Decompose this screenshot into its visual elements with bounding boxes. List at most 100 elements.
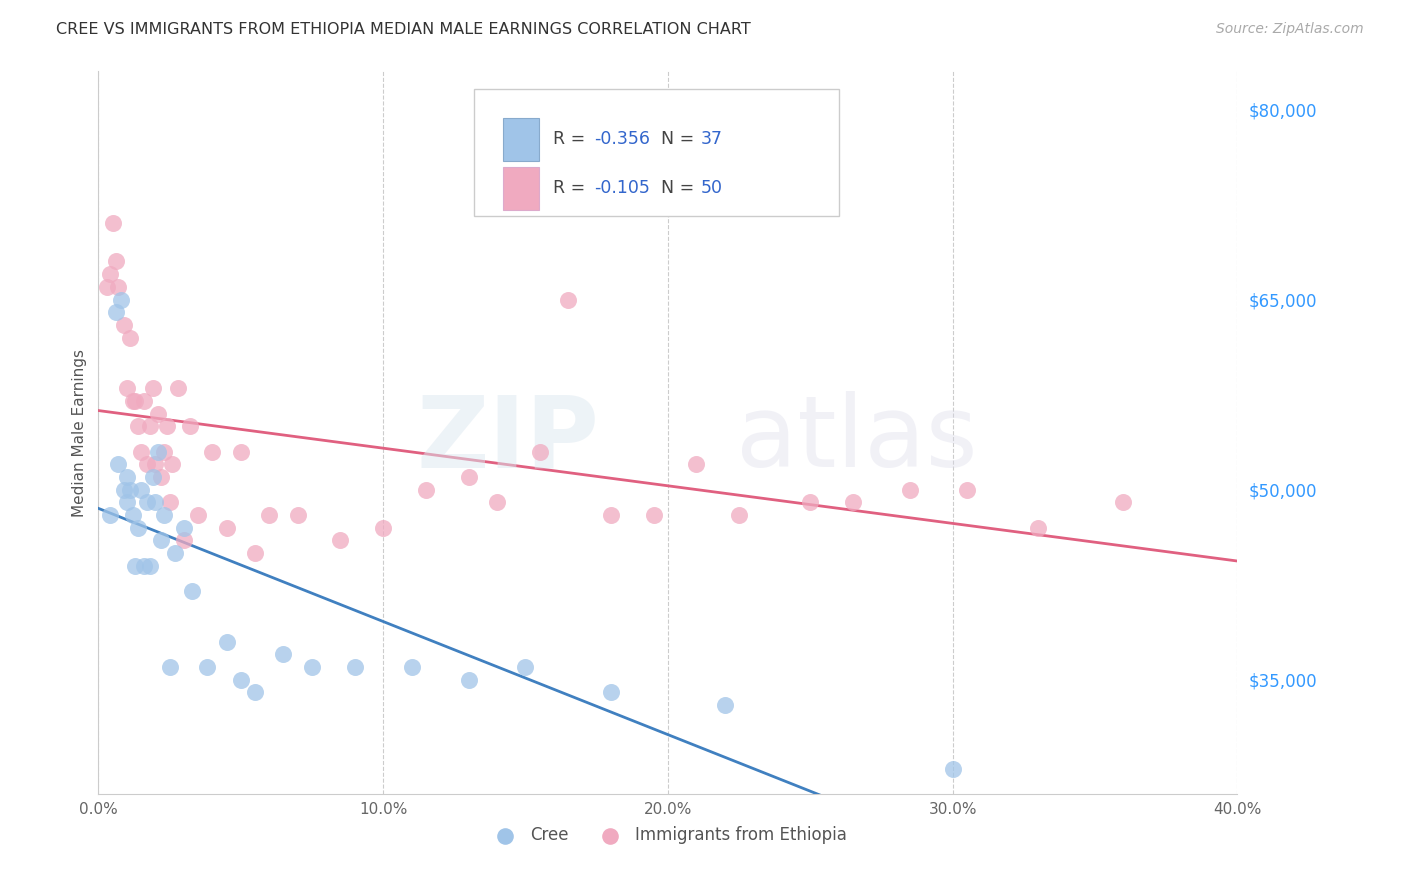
Text: CREE VS IMMIGRANTS FROM ETHIOPIA MEDIAN MALE EARNINGS CORRELATION CHART: CREE VS IMMIGRANTS FROM ETHIOPIA MEDIAN … — [56, 22, 751, 37]
Point — [148, 444, 170, 458]
FancyBboxPatch shape — [474, 89, 839, 216]
Point — [107, 280, 129, 294]
Point — [104, 254, 127, 268]
Point — [515, 660, 537, 674]
Point — [343, 660, 366, 674]
Point — [124, 558, 146, 573]
Text: atlas: atlas — [737, 392, 977, 488]
Point — [138, 558, 160, 573]
Point — [401, 660, 423, 674]
Point — [135, 458, 157, 472]
Point — [150, 533, 173, 548]
Point — [135, 495, 157, 509]
Point — [557, 293, 579, 307]
Point — [195, 660, 218, 674]
Point — [115, 381, 138, 395]
Point — [1112, 495, 1135, 509]
Point — [101, 217, 124, 231]
Text: N =: N = — [661, 179, 700, 197]
Point — [229, 673, 252, 687]
Point — [124, 393, 146, 408]
Text: 37: 37 — [700, 130, 723, 148]
Point — [956, 483, 979, 497]
Point — [153, 444, 176, 458]
Text: R =: R = — [553, 130, 591, 148]
Point — [129, 444, 152, 458]
Point — [118, 483, 141, 497]
Point — [129, 483, 152, 497]
Point — [104, 305, 127, 319]
Point — [127, 521, 149, 535]
Point — [1026, 521, 1049, 535]
Text: R =: R = — [553, 179, 591, 197]
Point — [98, 508, 121, 522]
Text: -0.356: -0.356 — [593, 130, 650, 148]
Point — [215, 634, 238, 648]
Point — [201, 444, 224, 458]
Point — [259, 508, 281, 522]
Point — [150, 470, 173, 484]
Point — [107, 458, 129, 472]
Point — [898, 483, 921, 497]
Point — [112, 483, 135, 497]
Point — [132, 393, 155, 408]
Text: 50: 50 — [700, 179, 723, 197]
Point — [115, 470, 138, 484]
Point — [118, 330, 141, 344]
Point — [371, 521, 394, 535]
FancyBboxPatch shape — [503, 167, 538, 211]
Point — [173, 521, 195, 535]
Point — [415, 483, 437, 497]
Point — [643, 508, 665, 522]
Point — [96, 280, 118, 294]
Legend: Cree, Immigrants from Ethiopia: Cree, Immigrants from Ethiopia — [482, 819, 853, 851]
Point — [215, 521, 238, 535]
Point — [799, 495, 821, 509]
Text: Source: ZipAtlas.com: Source: ZipAtlas.com — [1216, 22, 1364, 37]
Point — [179, 419, 201, 434]
Point — [181, 584, 204, 599]
Point — [714, 698, 737, 713]
Point — [685, 458, 707, 472]
Point — [842, 495, 865, 509]
Point — [273, 648, 295, 662]
Y-axis label: Median Male Earnings: Median Male Earnings — [72, 349, 87, 516]
Point — [301, 660, 323, 674]
Point — [529, 444, 551, 458]
Point — [187, 508, 209, 522]
Point — [457, 673, 479, 687]
Point — [153, 508, 176, 522]
Point — [486, 495, 509, 509]
Point — [600, 508, 623, 522]
Point — [162, 458, 184, 472]
Point — [942, 762, 965, 776]
Point — [145, 495, 167, 509]
Point — [156, 419, 179, 434]
Point — [243, 546, 266, 560]
Point — [600, 685, 623, 699]
Point — [159, 660, 181, 674]
Point — [121, 393, 143, 408]
Point — [167, 381, 190, 395]
Point — [329, 533, 352, 548]
Point — [243, 685, 266, 699]
FancyBboxPatch shape — [503, 118, 538, 161]
Point — [141, 381, 163, 395]
Point — [138, 419, 160, 434]
Point — [165, 546, 187, 560]
Point — [287, 508, 309, 522]
Text: N =: N = — [661, 130, 700, 148]
Point — [127, 419, 149, 434]
Point — [112, 318, 135, 332]
Text: -0.105: -0.105 — [593, 179, 650, 197]
Point — [229, 444, 252, 458]
Point — [141, 470, 163, 484]
Text: ZIP: ZIP — [416, 392, 599, 488]
Point — [728, 508, 751, 522]
Point — [110, 293, 132, 307]
Point — [121, 508, 143, 522]
Point — [159, 495, 181, 509]
Point — [148, 407, 170, 421]
Point — [115, 495, 138, 509]
Point — [173, 533, 195, 548]
